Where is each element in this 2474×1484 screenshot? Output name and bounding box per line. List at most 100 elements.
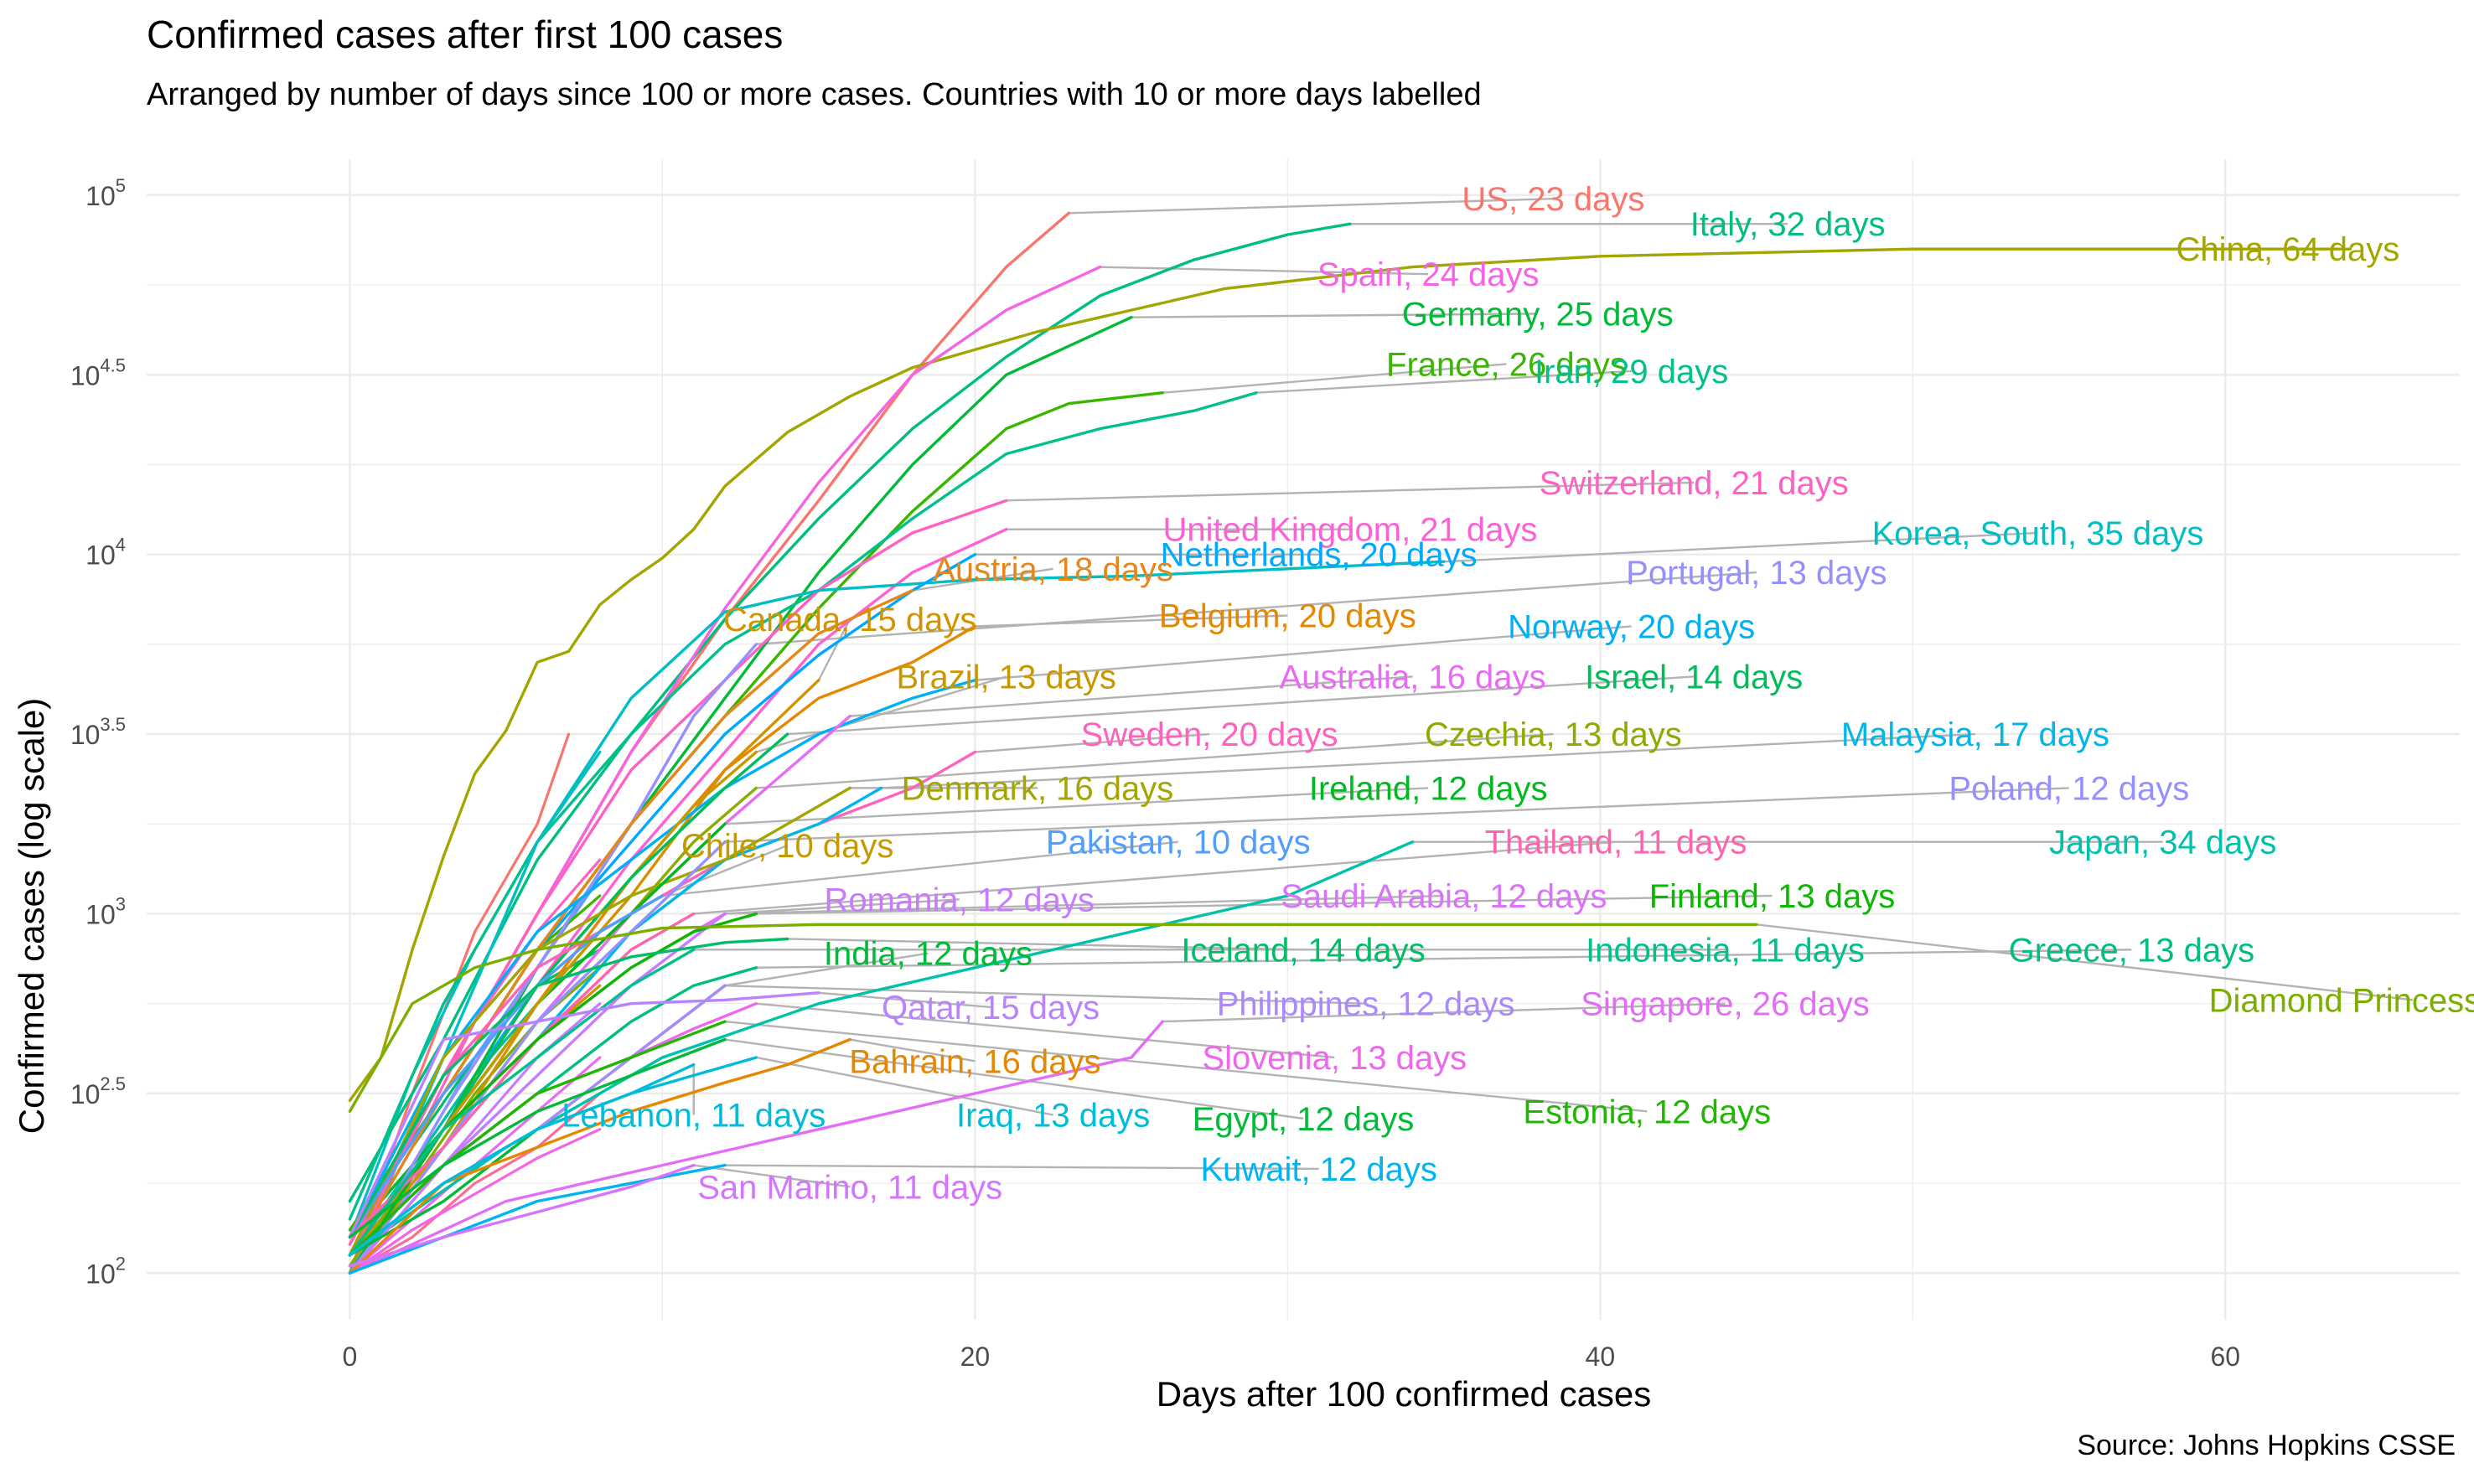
series-line-unlabelled bbox=[348, 1092, 602, 1275]
x-tick-label: 0 bbox=[343, 1342, 358, 1372]
series-label: Greece, 13 days bbox=[2009, 932, 2255, 969]
series-label: Estonia, 12 days bbox=[1523, 1094, 1771, 1130]
label-connector bbox=[724, 1020, 1648, 1113]
series-label: China, 64 days bbox=[2176, 231, 2399, 268]
source-caption: Source: Johns Hopkins CSSE bbox=[2077, 1430, 2456, 1461]
series-label: Australia, 16 days bbox=[1280, 659, 1546, 695]
series-label: Malaysia, 17 days bbox=[1841, 716, 2109, 753]
chart-title: Confirmed cases after first 100 cases bbox=[147, 13, 784, 56]
x-tick-label: 60 bbox=[2210, 1342, 2240, 1372]
series-line bbox=[348, 1020, 1164, 1275]
label-connector bbox=[756, 894, 1773, 915]
series-label: Chile, 10 days bbox=[681, 828, 893, 865]
series-line bbox=[348, 499, 1008, 1246]
y-tick-label: 102.5 bbox=[70, 1073, 126, 1109]
series-label: Slovenia, 13 days bbox=[1202, 1040, 1467, 1077]
series-label: Singapore, 26 days bbox=[1581, 986, 1870, 1023]
series-label: Diamond Princess, 45 days bbox=[2209, 982, 2474, 1019]
label-connector bbox=[724, 787, 1429, 825]
series-label: Israel, 14 days bbox=[1585, 659, 1803, 695]
series-label: Netherlands, 20 days bbox=[1161, 537, 1478, 574]
series-label: Poland, 12 days bbox=[1949, 770, 2189, 807]
label-connector bbox=[881, 732, 1975, 789]
x-axis-ticks: 0 20 40 60 bbox=[343, 1342, 2241, 1372]
label-connector bbox=[756, 1002, 1335, 1059]
label-connector bbox=[724, 894, 1444, 915]
series-labels: US, 23 days Italy, 32 days China, 64 days S… bbox=[562, 181, 2474, 1206]
label-connector bbox=[756, 732, 1554, 789]
label-connector bbox=[975, 625, 1632, 681]
label-connector bbox=[756, 1056, 1053, 1116]
series-label: Norway, 20 days bbox=[1508, 608, 1755, 645]
series-label: Iceland, 14 days bbox=[1181, 932, 1425, 969]
series-label: Spain, 24 days bbox=[1317, 256, 1540, 293]
chart-subtitle: Arranged by number of days since 100 or … bbox=[147, 77, 1482, 112]
series-label: Italy, 32 days bbox=[1690, 206, 1886, 243]
series-label: Sweden, 20 days bbox=[1081, 716, 1338, 753]
series-line-unlabelled bbox=[348, 732, 571, 1275]
label-connector bbox=[787, 675, 1695, 736]
label-connector bbox=[1255, 370, 1632, 394]
label-connector bbox=[975, 732, 1210, 753]
y-axis-label: Confirmed cases (log scale) bbox=[12, 697, 51, 1135]
label-connector bbox=[693, 1164, 851, 1188]
label-connector bbox=[1100, 266, 1429, 276]
label-connector bbox=[661, 844, 789, 897]
label-connector bbox=[724, 985, 1366, 1005]
series-label: Brazil, 13 days bbox=[897, 659, 1116, 695]
series-label: Saudi Arabia, 12 days bbox=[1281, 878, 1607, 915]
series-label: Canada, 15 days bbox=[723, 602, 976, 639]
series-label: Lebanon, 11 days bbox=[562, 1098, 826, 1135]
series-line bbox=[348, 937, 789, 1239]
y-tick-label: 104.5 bbox=[70, 354, 126, 390]
label-connector bbox=[849, 1038, 976, 1063]
label-connector bbox=[1162, 1002, 1726, 1023]
series-label: Qatar, 15 days bbox=[882, 990, 1100, 1026]
label-connector bbox=[850, 675, 1413, 717]
series-line bbox=[348, 991, 820, 1239]
series-label: Philippines, 12 days bbox=[1217, 986, 1515, 1023]
label-connector bbox=[1131, 313, 1538, 318]
series-label: Czechia, 13 days bbox=[1425, 716, 1682, 753]
series-label: Korea, South, 35 days bbox=[1872, 515, 2204, 552]
label-connector bbox=[975, 614, 1288, 628]
label-connector bbox=[1443, 531, 2038, 563]
series-label: India, 12 days bbox=[824, 936, 1033, 973]
series-label: Iraq, 13 days bbox=[956, 1098, 1150, 1135]
series-line bbox=[348, 923, 1758, 1113]
x-tick-label: 20 bbox=[960, 1342, 991, 1372]
series-label: US, 23 days bbox=[1462, 181, 1644, 218]
series-label: Iran, 29 days bbox=[1535, 354, 1728, 390]
series-lines bbox=[348, 211, 2352, 1275]
y-tick-label: 103 bbox=[85, 893, 126, 929]
series-line bbox=[348, 247, 2352, 1103]
label-connector bbox=[817, 618, 851, 681]
label-connector bbox=[724, 898, 960, 915]
series-label: Japan, 34 days bbox=[2049, 825, 2276, 861]
y-tick-label: 105 bbox=[85, 175, 126, 211]
y-tick-label: 104 bbox=[85, 535, 126, 571]
label-connector bbox=[693, 840, 1617, 915]
series-label: Switzerland, 21 days bbox=[1540, 465, 1849, 502]
series-label: Denmark, 16 days bbox=[902, 770, 1174, 807]
y-tick-label: 103.5 bbox=[70, 714, 126, 750]
series-line bbox=[348, 316, 1133, 1239]
series-line bbox=[348, 1163, 696, 1268]
series-line bbox=[348, 1020, 727, 1257]
series-line bbox=[348, 786, 851, 1257]
y-tick-label: 102 bbox=[85, 1253, 126, 1289]
label-connector bbox=[724, 787, 2069, 843]
series-line bbox=[348, 1056, 758, 1257]
label-connector bbox=[724, 1038, 1304, 1120]
series-line bbox=[348, 560, 1446, 1275]
series-line bbox=[348, 948, 696, 1257]
label-connector bbox=[662, 840, 1178, 897]
series-label: Romania, 12 days bbox=[825, 882, 1095, 918]
series-label: Pakistan, 10 days bbox=[1046, 825, 1311, 861]
label-connector bbox=[1069, 197, 1554, 215]
label-connector bbox=[818, 991, 991, 1009]
series-label: France, 26 days bbox=[1386, 346, 1627, 383]
label-connector bbox=[1756, 923, 2414, 1001]
series-label: Finland, 13 days bbox=[1649, 878, 1896, 915]
series-label: Austria, 18 days bbox=[933, 551, 1173, 588]
